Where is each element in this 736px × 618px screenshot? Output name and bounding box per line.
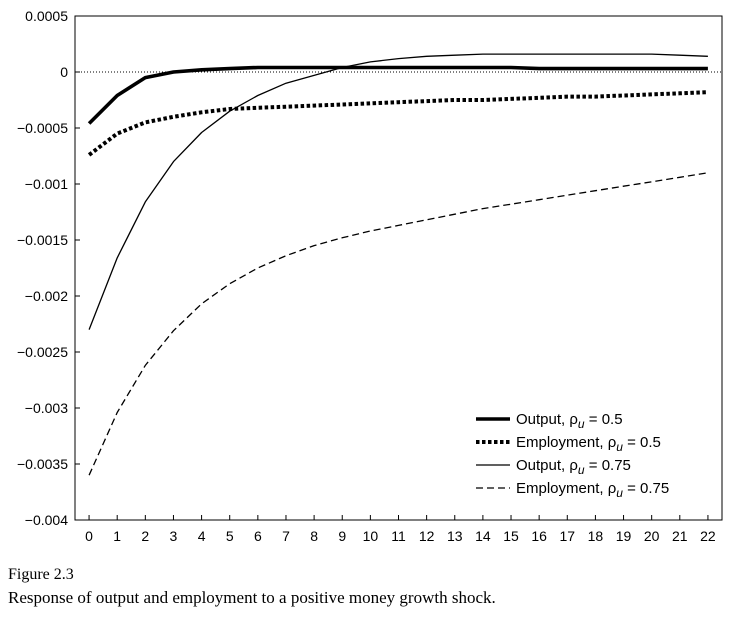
x-tick-label: 1: [113, 528, 121, 544]
x-tick-label: 7: [282, 528, 290, 544]
x-tick-label: 22: [700, 528, 716, 544]
x-tick-label: 13: [447, 528, 463, 544]
y-tick-label: −0.0025: [17, 344, 68, 360]
y-tick-label: −0.0015: [17, 232, 68, 248]
legend-label-4: Employment, ρu = 0.75: [516, 480, 669, 500]
x-tick-label: 21: [672, 528, 688, 544]
y-tick-label: 0.0005: [25, 8, 68, 24]
y-tick-label: −0.002: [25, 288, 68, 304]
y-tick-label: −0.001: [25, 176, 68, 192]
series-line-4: [88, 172, 709, 476]
x-tick-label: 10: [363, 528, 379, 544]
x-tick-label: 14: [475, 528, 491, 544]
x-tick-label: 15: [503, 528, 519, 544]
x-tick-label: 3: [170, 528, 178, 544]
series-line-1: [87, 65, 708, 125]
x-tick-label: 9: [338, 528, 346, 544]
x-tick-label: 6: [254, 528, 262, 544]
line-chart: 0.0005 0 −0.0005 −0.001 −0.0015 −0.002 −0.0025…: [17, 8, 723, 544]
x-tick-label: 19: [616, 528, 632, 544]
x-tick-label: 8: [310, 528, 318, 544]
x-tick-label: 12: [419, 528, 435, 544]
x-tick-label: 16: [531, 528, 547, 544]
y-tick-label: −0.003: [25, 400, 68, 416]
x-tick-label: 0: [85, 528, 93, 544]
x-tick-label: 20: [644, 528, 660, 544]
series-line-2: [87, 90, 708, 157]
x-tick-label: 2: [141, 528, 149, 544]
figure-caption: Response of output and employment to a p…: [8, 588, 496, 607]
y-tick-label: −0.0005: [17, 120, 68, 136]
y-tick-label: 0: [60, 64, 68, 80]
legend-label-1: Output, ρu = 0.5: [516, 411, 623, 431]
x-tick-label: 11: [391, 528, 406, 544]
x-tick-label: 17: [559, 528, 575, 544]
x-tick-label: 4: [198, 528, 206, 544]
figure-title: Figure 2.3: [8, 566, 74, 583]
x-tick-label: 5: [226, 528, 234, 544]
legend-label-2: Employment, ρu = 0.5: [516, 434, 661, 454]
y-tick-label: −0.004: [25, 512, 68, 528]
y-tick-label: −0.0035: [17, 456, 68, 472]
legend-label-3: Output, ρu = 0.75: [516, 457, 631, 477]
series-line-3: [88, 53, 708, 330]
x-tick-label: 18: [588, 528, 604, 544]
